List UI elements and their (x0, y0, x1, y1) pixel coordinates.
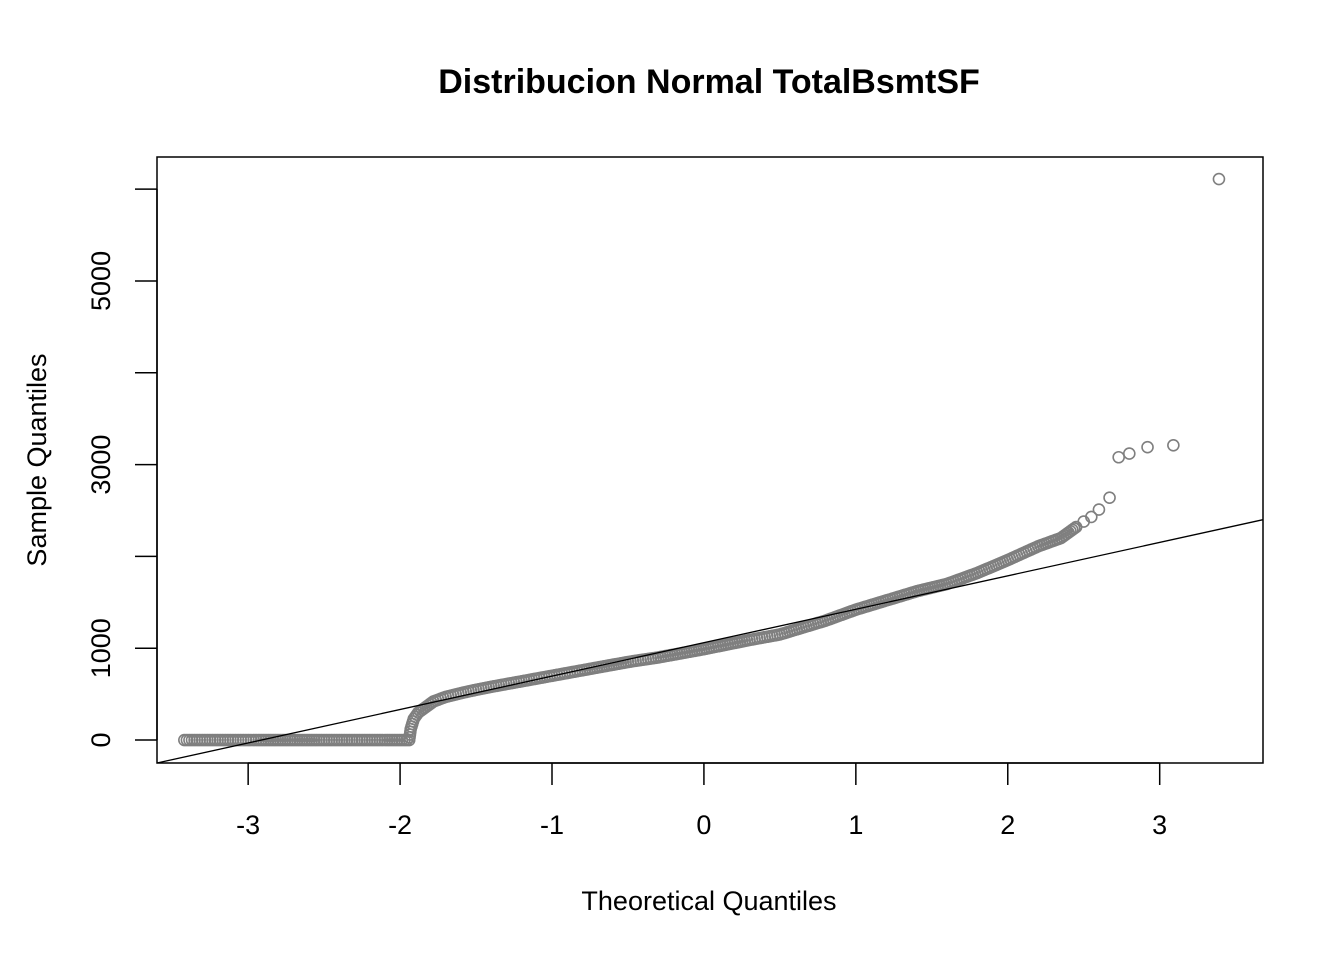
x-axis-label: Theoretical Quantiles (581, 886, 836, 916)
data-point (1212, 172, 1226, 186)
data-point (1123, 447, 1136, 460)
y-axis: 0 1000 3000 5000 (86, 188, 158, 748)
x-axis: -3 -2 -1 0 1 2 3 (236, 762, 1167, 840)
data-point (1092, 503, 1106, 516)
reference-line (156, 519, 1264, 764)
y-tick-label: 5000 (86, 251, 116, 311)
y-axis-label: Sample Quantiles (22, 353, 52, 566)
x-tick-label: 1 (848, 810, 863, 840)
x-tick-label: -2 (388, 810, 412, 840)
data-point (1066, 523, 1079, 537)
data-point (1141, 440, 1154, 454)
y-tick-label: 1000 (86, 618, 116, 678)
plot-frame (156, 156, 1264, 764)
y-tick-label: 3000 (86, 435, 116, 495)
data-point (1112, 450, 1125, 464)
x-tick-label: -3 (236, 810, 260, 840)
data-points (178, 172, 1226, 747)
y-tick-label: 0 (86, 733, 116, 748)
x-tick-label: 0 (696, 810, 711, 840)
data-point (1067, 522, 1081, 535)
data-point (1085, 510, 1098, 524)
data-point (1103, 491, 1116, 504)
x-tick-label: 2 (1000, 810, 1015, 840)
x-tick-label: 3 (1152, 810, 1167, 840)
x-tick-label: -1 (540, 810, 564, 840)
chart-title: Distribucion Normal TotalBsmtSF (438, 63, 980, 101)
data-point (1167, 439, 1180, 452)
